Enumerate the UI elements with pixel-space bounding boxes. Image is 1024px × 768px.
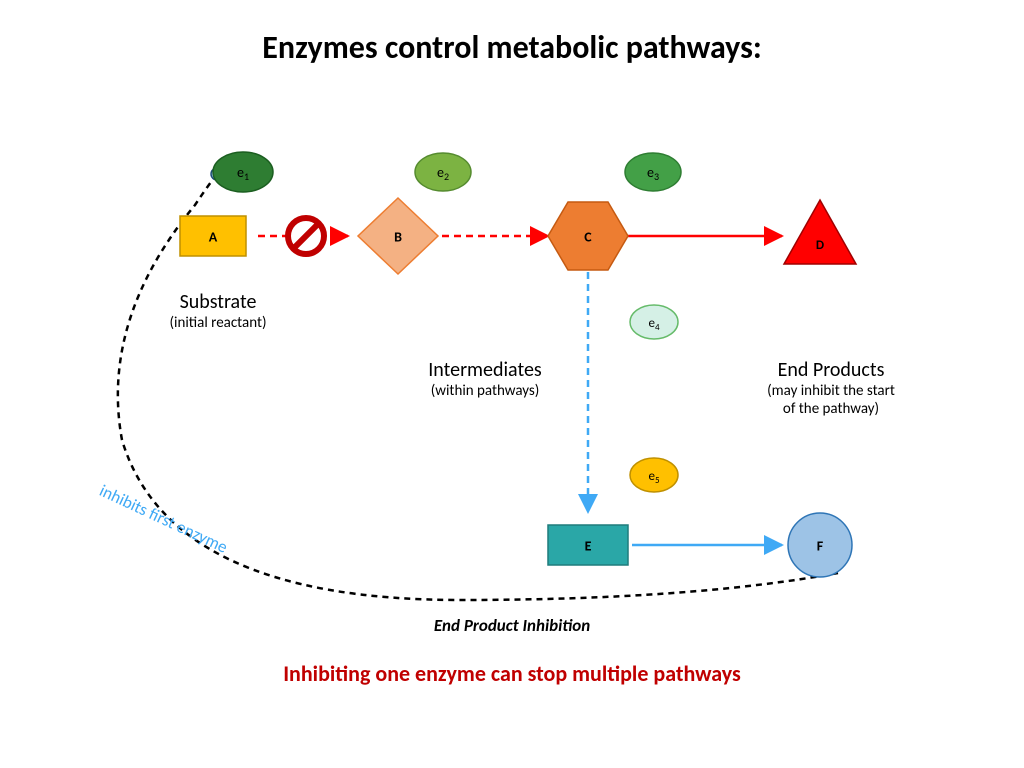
node-D-label: D (816, 238, 824, 253)
prohibit-icon (288, 218, 324, 254)
node-D (784, 200, 856, 264)
bottom-caption: Inhibiting one enzyme can stop multiple … (0, 660, 1024, 687)
node-B-label: B (394, 228, 402, 245)
end-product-inhibition-label: End Product Inhibition (320, 615, 704, 636)
node-E-label: E (585, 537, 592, 554)
node-A-label: A (209, 228, 218, 245)
substrate-label: Substrate (initial reactant) (158, 290, 278, 332)
endproducts-label: End Products (may inhibit the start of t… (736, 358, 926, 418)
node-C-label: C (584, 228, 592, 245)
node-F-label: F (817, 537, 824, 554)
intermediates-label: Intermediates (within pathways) (395, 358, 575, 400)
